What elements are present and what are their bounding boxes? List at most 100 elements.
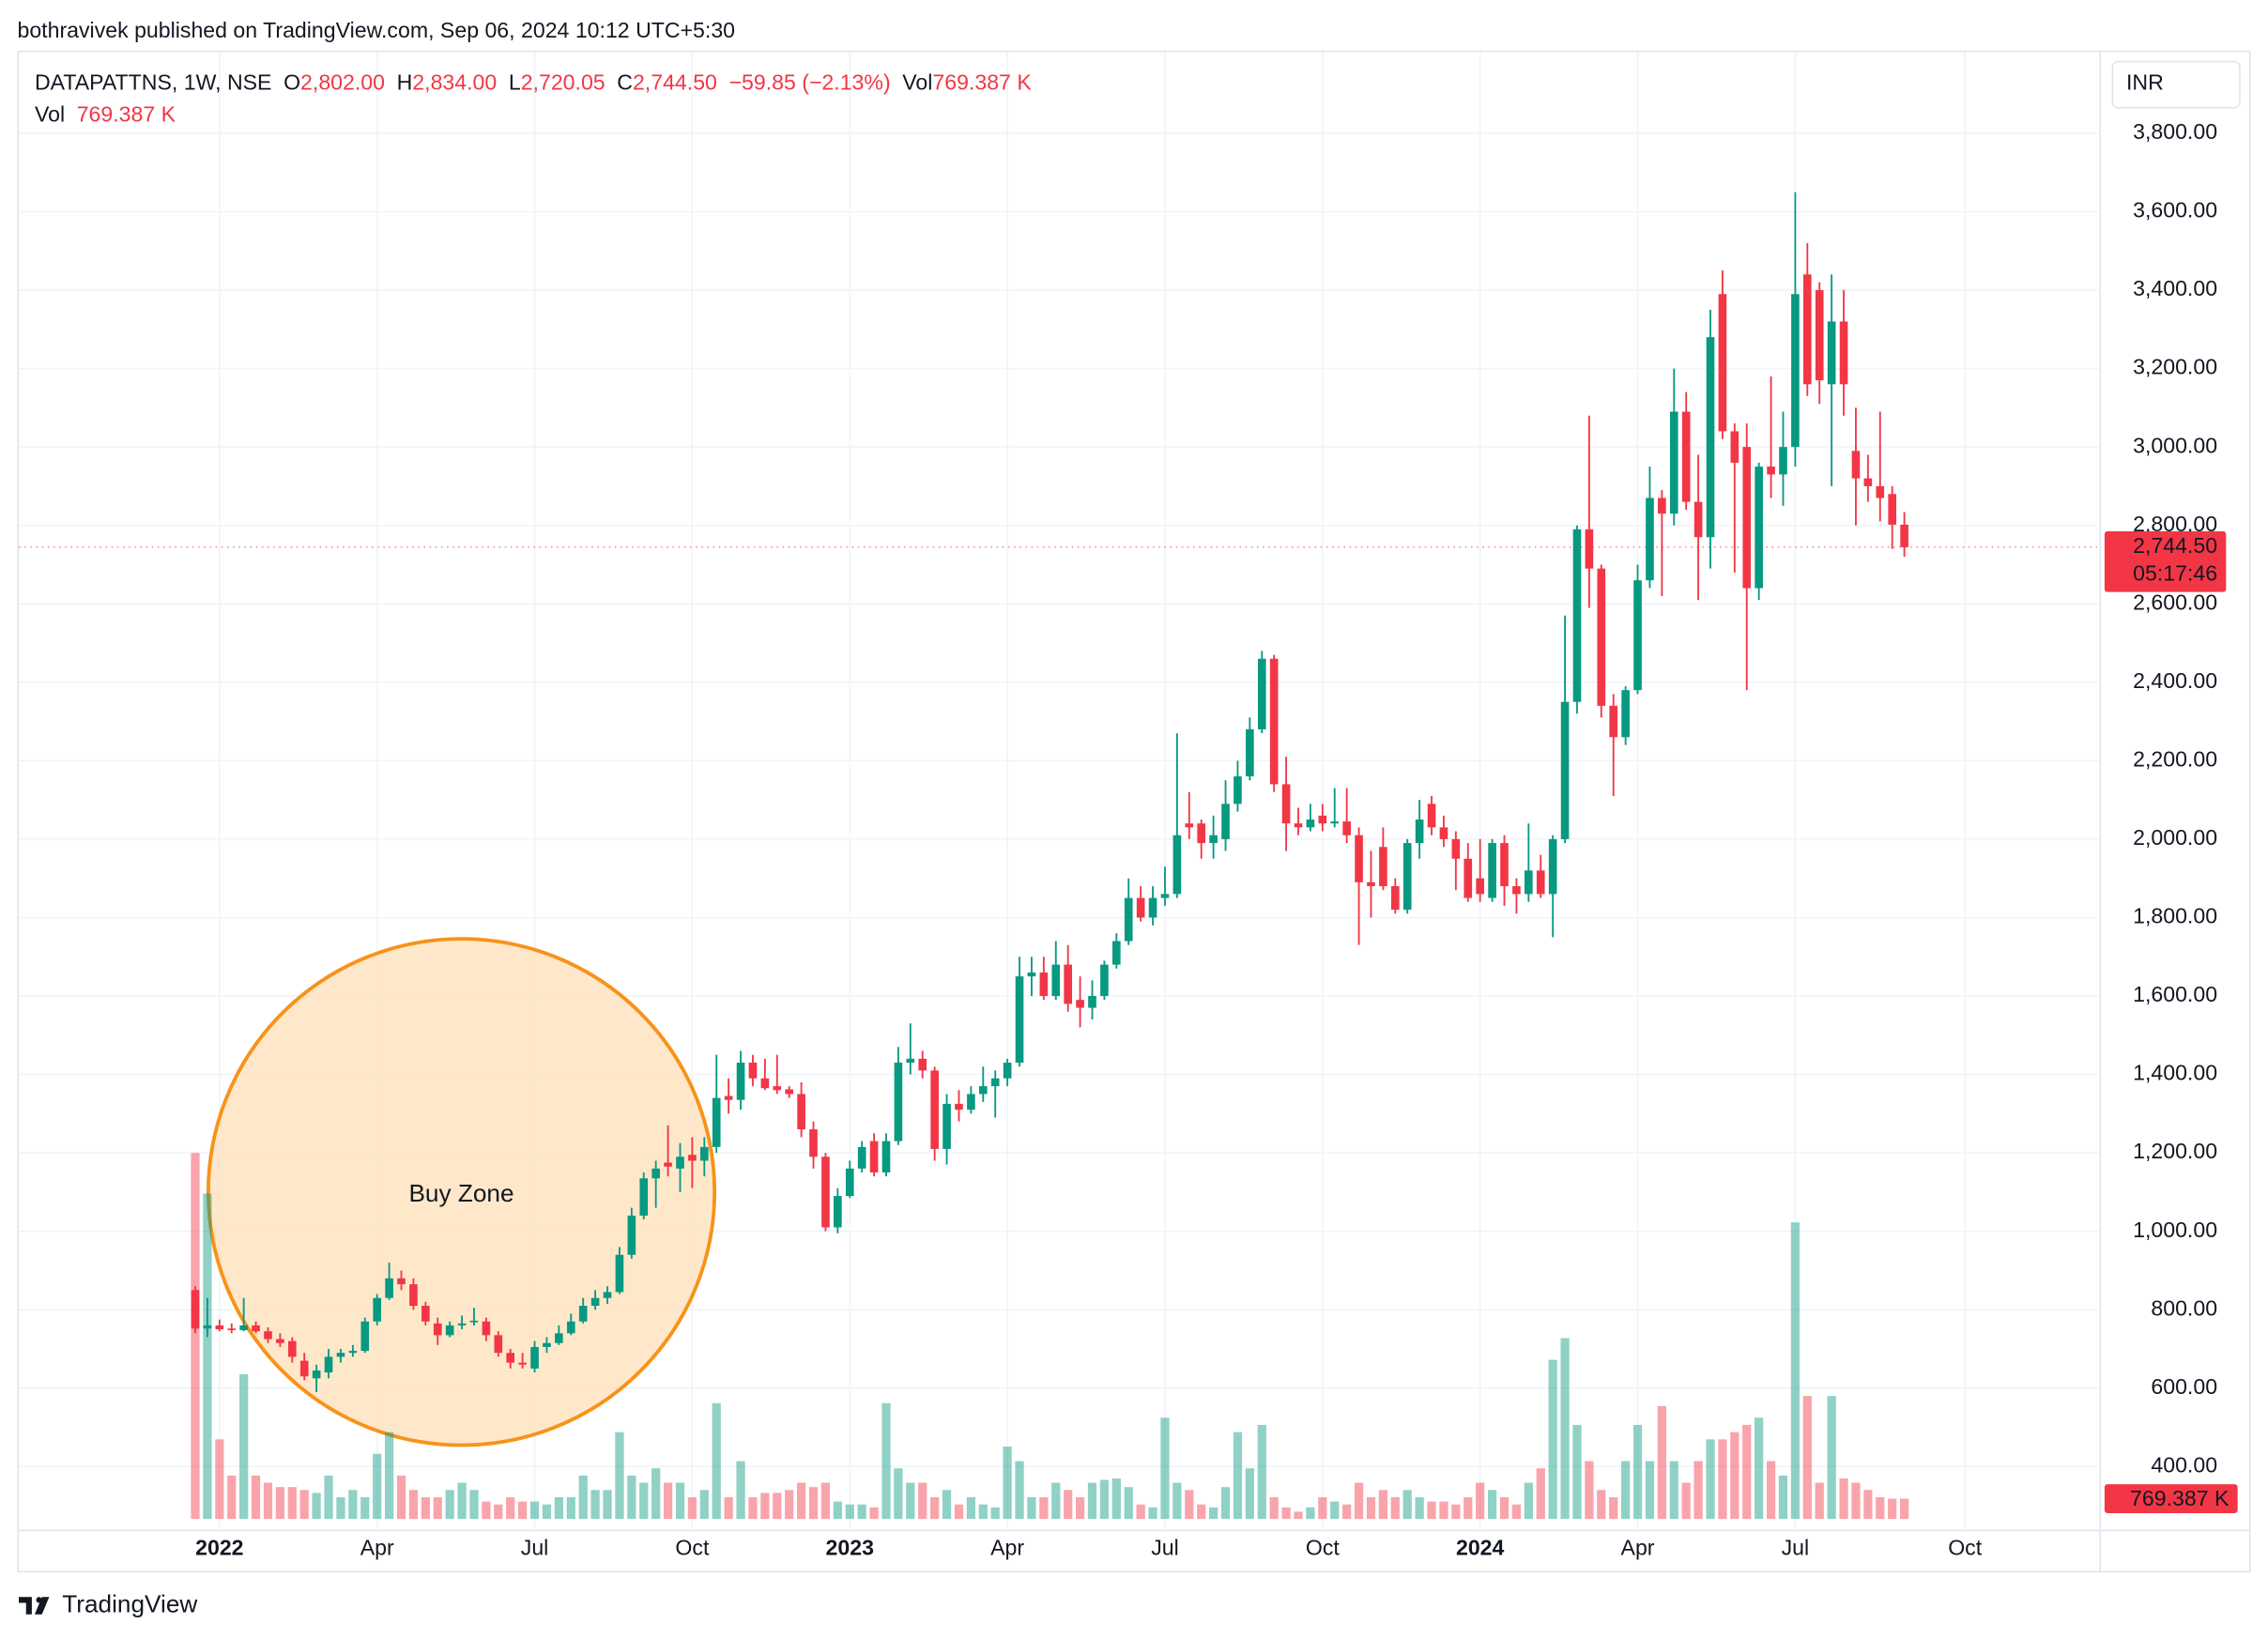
volume-bar xyxy=(1755,1417,1764,1520)
volume-bar xyxy=(1621,1461,1631,1520)
candle-body xyxy=(1076,1000,1084,1008)
volume-bar xyxy=(785,1490,794,1520)
y-tick-label: 1,600.00 xyxy=(2133,982,2217,1006)
volume-bar xyxy=(1632,1424,1643,1520)
volume-bar xyxy=(1197,1504,1206,1520)
candle-body xyxy=(276,1339,284,1343)
candle-body xyxy=(1221,804,1230,839)
volume-bar xyxy=(906,1482,915,1520)
volume-bar xyxy=(1742,1424,1752,1520)
volume-bar xyxy=(1172,1482,1182,1520)
candle-body xyxy=(942,1103,951,1149)
y-tick-label: 2,200.00 xyxy=(2133,746,2217,771)
volume-bar xyxy=(312,1493,321,1520)
candle-body xyxy=(1658,498,1666,514)
candle-body xyxy=(312,1370,321,1379)
volume-bar xyxy=(736,1461,745,1520)
y-tick-label: 1,800.00 xyxy=(2133,904,2217,928)
y-tick-label: 1,400.00 xyxy=(2133,1061,2217,1085)
y-tick-label: 3,800.00 xyxy=(2133,119,2217,144)
currency-box[interactable] xyxy=(2111,60,2241,109)
legend-key: Vol xyxy=(902,69,932,94)
candle-body xyxy=(1148,897,1157,918)
volume-bar xyxy=(796,1482,806,1520)
legend-value: 2,834.00 xyxy=(412,69,497,94)
candle-body xyxy=(1355,835,1363,882)
candle-body xyxy=(1888,494,1897,525)
candle-body xyxy=(930,1070,939,1149)
candle-body xyxy=(664,1162,672,1167)
y-tick-label: 1,000.00 xyxy=(2133,1218,2217,1242)
legend-row: DATAPATTNS, 1W, NSE O2,802.00 H2,834.00 … xyxy=(35,69,1032,94)
volume-bar xyxy=(1839,1478,1848,1520)
volume-bar xyxy=(1657,1405,1666,1520)
legend-key: H xyxy=(397,69,413,94)
volume-bar xyxy=(1366,1496,1376,1520)
candle-body xyxy=(1669,411,1678,514)
volume-bar xyxy=(1899,1498,1909,1520)
volume-bar xyxy=(1039,1496,1049,1520)
volume-bar xyxy=(651,1468,661,1520)
candle-body xyxy=(1755,467,1763,589)
candle-body xyxy=(1500,843,1509,887)
volume-bar xyxy=(590,1490,600,1520)
volume-bar xyxy=(627,1475,636,1520)
volume-bar xyxy=(869,1507,879,1520)
axes: 400.00 600.00 800.00 1,000.00 1,200.00 1,400.… xyxy=(19,119,2238,1560)
volume-bar xyxy=(373,1453,382,1520)
candle-body xyxy=(627,1215,636,1255)
volume-bar xyxy=(1463,1496,1473,1520)
candle-body xyxy=(324,1356,333,1373)
volume-bar xyxy=(1354,1482,1364,1520)
volume-bar xyxy=(348,1490,358,1520)
y-tick-label: 3,000.00 xyxy=(2133,433,2217,457)
volume-bar xyxy=(251,1475,261,1520)
candle-body xyxy=(1209,835,1218,844)
candle-body xyxy=(1718,294,1727,432)
candle-body xyxy=(543,1342,551,1347)
volume-bar xyxy=(506,1496,515,1520)
volume-bar xyxy=(845,1504,854,1520)
currency-label[interactable]: INR xyxy=(2126,69,2164,94)
candle-body xyxy=(1609,705,1618,738)
candle-body xyxy=(1621,690,1630,738)
candle-body xyxy=(857,1146,866,1169)
candle-body xyxy=(482,1321,491,1336)
currency-button[interactable]: INR xyxy=(2111,60,2241,109)
candle-body xyxy=(227,1328,237,1330)
volume-bar xyxy=(857,1504,866,1520)
volume-bar xyxy=(1802,1396,1812,1520)
volume-bar xyxy=(1051,1482,1061,1520)
volume-bar xyxy=(1439,1501,1448,1520)
volume-bar xyxy=(1390,1496,1400,1520)
volume-bar xyxy=(239,1373,249,1520)
y-tick-label: 3,600.00 xyxy=(2133,198,2217,222)
candle-body xyxy=(1585,528,1594,569)
candle-body xyxy=(1548,838,1557,895)
volume-bar xyxy=(942,1490,952,1520)
volume-bar xyxy=(324,1475,333,1520)
candle-body xyxy=(1706,337,1715,538)
volume-bar xyxy=(445,1490,454,1520)
candle-body xyxy=(1512,886,1521,895)
volume-bar xyxy=(639,1482,649,1520)
candle-body xyxy=(1257,658,1266,729)
candle-body xyxy=(1039,972,1049,997)
candle-body xyxy=(385,1278,393,1298)
x-tick-label: Oct xyxy=(675,1536,710,1560)
volume-bar xyxy=(1572,1424,1582,1520)
candle-body xyxy=(967,1094,975,1111)
candle-body xyxy=(1027,972,1036,977)
volume-bar xyxy=(408,1490,419,1520)
volume-bar xyxy=(566,1496,575,1520)
y-tick-label: 400.00 xyxy=(2151,1452,2217,1477)
candle-body xyxy=(203,1325,212,1329)
candle-body xyxy=(1815,290,1824,381)
candle-body xyxy=(506,1353,515,1363)
volume-bar xyxy=(1693,1461,1703,1520)
y-tick-label: 3,200.00 xyxy=(2133,355,2217,379)
volume-bar xyxy=(1706,1439,1715,1520)
volume-bar xyxy=(1778,1475,1788,1520)
candle-body xyxy=(433,1323,442,1336)
volume-bar xyxy=(1730,1432,1739,1520)
